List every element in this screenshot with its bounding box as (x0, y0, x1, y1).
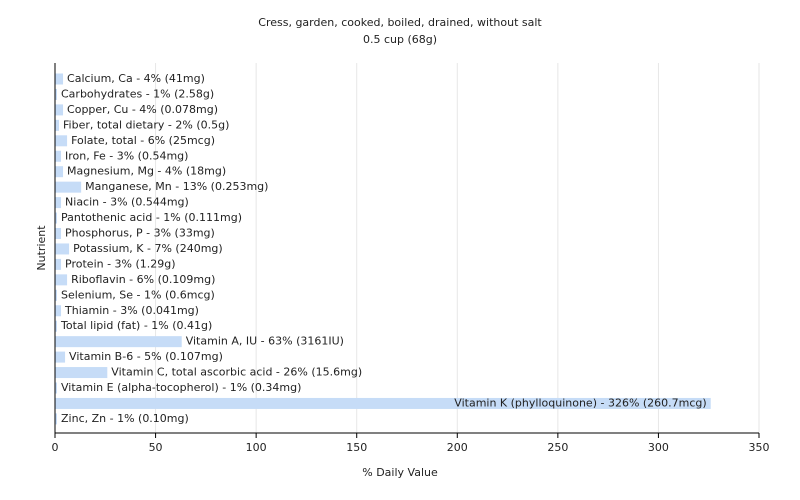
bar-label: Total lipid (fat) - 1% (0.41g) (60, 319, 212, 332)
bar (55, 119, 60, 131)
bar (55, 88, 58, 100)
bar-label: Phosphorus, P - 3% (33mg) (65, 227, 215, 240)
grid (54, 63, 760, 433)
bar (55, 320, 58, 332)
bar (55, 351, 66, 363)
bar-label: Vitamin A, IU - 63% (3161IU) (186, 335, 344, 348)
bar-label: Zinc, Zn - 1% (0.10mg) (61, 412, 189, 425)
chart-subtitle: 0.5 cup (68g) (363, 33, 437, 46)
bar-label: Riboflavin - 6% (0.109mg) (71, 273, 215, 286)
bar-label: Fiber, total dietary - 2% (0.5g) (63, 118, 229, 131)
bar-label: Thiamin - 3% (0.041mg) (64, 304, 199, 317)
bar (55, 367, 108, 379)
bar (55, 382, 58, 394)
bar (55, 305, 62, 317)
bar-label: Copper, Cu - 4% (0.078mg) (67, 103, 218, 116)
x-tick-label: 100 (246, 441, 267, 454)
bar (55, 228, 62, 239)
y-axis-label: Nutrient (35, 225, 48, 271)
bar (55, 135, 68, 147)
bar (55, 166, 64, 178)
bar (55, 243, 70, 255)
bar-label: Niacin - 3% (0.544mg) (65, 196, 189, 209)
x-tick-label: 350 (749, 441, 770, 454)
bar-label: Folate, total - 6% (25mcg) (71, 134, 215, 147)
bar-label: Vitamin K (phylloquinone) - 326% (260.7m… (454, 396, 706, 409)
x-tick-label: 250 (547, 441, 568, 454)
bar-label: Calcium, Ca - 4% (41mg) (67, 72, 205, 85)
bar-label: Vitamin E (alpha-tocopherol) - 1% (0.34m… (61, 381, 301, 394)
bar (55, 212, 58, 224)
x-tick-label: 0 (52, 441, 59, 454)
bar-label: Potassium, K - 7% (240mg) (73, 242, 223, 255)
x-tick-label: 200 (447, 441, 468, 454)
chart-title: Cress, garden, cooked, boiled, drained, … (258, 16, 542, 29)
x-tick-label: 300 (648, 441, 669, 454)
bar (55, 197, 62, 209)
bar (55, 258, 62, 270)
bar-label: Magnesium, Mg - 4% (18mg) (67, 165, 226, 178)
bars (55, 73, 711, 425)
bar-label: Carbohydrates - 1% (2.58g) (61, 87, 214, 100)
x-tick-label: 150 (346, 441, 367, 454)
bar-label: Manganese, Mn - 13% (0.253mg) (85, 180, 268, 193)
bar (55, 289, 58, 301)
bar-label: Pantothenic acid - 1% (0.111mg) (61, 211, 242, 224)
bar (55, 181, 82, 193)
bar (55, 104, 64, 116)
bar (55, 274, 68, 286)
bar (55, 150, 62, 162)
bar-label: Vitamin C, total ascorbic acid - 26% (15… (111, 366, 362, 379)
x-axis-label: % Daily Value (362, 466, 438, 479)
bar (55, 413, 58, 425)
x-tick-label: 50 (149, 441, 163, 454)
bar-label: Iron, Fe - 3% (0.54mg) (65, 149, 188, 162)
bar-label: Vitamin B-6 - 5% (0.107mg) (69, 350, 223, 363)
bar-label: Selenium, Se - 1% (0.6mcg) (61, 288, 215, 301)
bar (55, 336, 182, 348)
bar (55, 73, 64, 85)
bar-label: Protein - 3% (1.29g) (65, 257, 176, 270)
bar (55, 397, 711, 409)
